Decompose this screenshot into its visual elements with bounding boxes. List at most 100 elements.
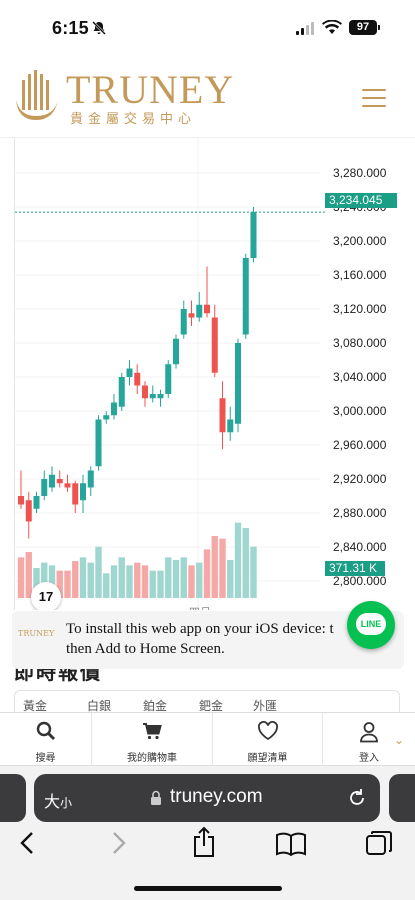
install-banner[interactable]: TRUNEY To install this web app on your i… [12, 611, 404, 669]
battery-icon: 97 [349, 20, 380, 35]
nav-cart[interactable]: 我的購物車 [92, 713, 213, 767]
candle-body [33, 496, 40, 509]
install-message: To install this web app on your iOS devi… [66, 619, 396, 659]
volume-bar [48, 565, 56, 598]
home-indicator [134, 886, 282, 891]
nav-search[interactable]: 搜尋 [0, 713, 92, 767]
volume-bar [56, 570, 63, 598]
install-message-line1: To install this web app on your iOS devi… [66, 621, 334, 637]
hamburger-icon-bar [362, 105, 386, 107]
address-bar[interactable]: 大小 truney.com [34, 774, 380, 822]
nav-login-label: 登入 [359, 753, 379, 764]
safari-toolbar: 大小 truney.com [0, 766, 415, 900]
volume-bar [141, 565, 149, 598]
volume-bar [110, 565, 118, 598]
y-tick-label: 3,280.000 [333, 166, 387, 180]
volume-bar [203, 549, 211, 598]
nav-wishlist-label: 願望清單 [247, 753, 288, 764]
tab-silver[interactable]: 白銀 [87, 699, 112, 713]
tab-forex[interactable]: 外匯 [253, 699, 278, 713]
back-icon[interactable] [18, 830, 38, 856]
volume-bar [219, 538, 226, 598]
candlestick-chart-svg [15, 138, 325, 610]
candle-body [180, 309, 187, 335]
text-size-button[interactable]: 大小 [44, 788, 72, 812]
volume-bar [25, 552, 32, 598]
y-tick-label: 3,080.000 [333, 336, 387, 350]
volume-bar [118, 557, 125, 598]
candle-body [227, 419, 234, 433]
app-icon-text: TRUNEY [18, 629, 55, 638]
candle-body [165, 364, 172, 394]
brand-name: TRUNEY [66, 67, 235, 112]
candle-body [250, 212, 257, 258]
cart-icon [143, 723, 162, 740]
bookmarks-icon[interactable] [275, 832, 307, 856]
candle-body [87, 470, 94, 488]
candle-body [188, 313, 195, 318]
candle-body [211, 317, 218, 373]
nav-login[interactable]: 登入 [323, 713, 415, 767]
volume-bar [188, 565, 195, 598]
candle-body [18, 496, 24, 505]
volume-bar [165, 557, 172, 598]
candle-body [235, 343, 241, 424]
chevron-down-icon[interactable]: ⌄ [394, 733, 405, 747]
volume-bar [172, 560, 180, 598]
line-icon: LINE [356, 613, 386, 635]
tab-palladium[interactable]: 鈀金 [199, 699, 224, 713]
volume-bar [33, 568, 40, 598]
volume-bar [134, 562, 141, 598]
volume-bar [103, 573, 110, 598]
tabs-icon[interactable] [365, 830, 393, 858]
status-time: 6:15 [52, 18, 89, 38]
tab-gold[interactable]: 黃金 [23, 699, 48, 713]
y-tick-label: 3,040.000 [333, 370, 387, 384]
volume-bar [72, 561, 79, 598]
hamburger-icon-bar [362, 97, 386, 99]
volume-tag: 371.31 K [325, 561, 385, 576]
candle-body [142, 385, 148, 399]
volume-bar [126, 565, 133, 598]
logo-mark-icon [16, 70, 58, 120]
wifi-icon [322, 20, 342, 34]
candle-body [56, 479, 63, 484]
candle-body [204, 304, 210, 314]
volume-bar [87, 562, 94, 598]
last-price-tag: 3,234.045 [325, 193, 397, 208]
reload-icon[interactable] [346, 787, 368, 809]
volume-bar [250, 546, 257, 598]
candle-body [95, 419, 102, 467]
forward-icon[interactable] [108, 830, 128, 856]
volume-bar [41, 562, 48, 598]
lock-icon [151, 790, 161, 805]
next-tab-peek[interactable] [389, 774, 415, 822]
y-tick-label: 3,160.000 [333, 268, 387, 282]
tradingview-logo-icon[interactable]: 17 [31, 582, 61, 610]
heart-icon [257, 721, 278, 741]
text-size-large: 大 [44, 794, 61, 811]
line-chat-button[interactable]: LINE [347, 601, 395, 649]
y-tick-label: 2,840.000 [333, 540, 387, 554]
hamburger-menu-button[interactable] [362, 89, 386, 107]
status-bar: 6:15 97 [0, 0, 415, 56]
volume-bar [211, 536, 218, 598]
truney-logo[interactable]: TRUNEY 貴金屬交易中心 [14, 70, 233, 127]
candle-body [25, 500, 32, 522]
candle-body [111, 402, 117, 416]
volume-bar [17, 557, 25, 598]
cellular-signal-icon [296, 22, 314, 35]
hamburger-icon [362, 89, 386, 91]
share-icon[interactable] [191, 826, 217, 858]
url-text: truney.com [170, 786, 263, 807]
tab-platinum[interactable]: 鉑金 [143, 699, 168, 713]
volume-bar [196, 562, 203, 598]
nav-wishlist[interactable]: 願望清單 [213, 713, 323, 767]
candle-body [72, 483, 79, 505]
previous-tab-peek[interactable] [0, 774, 26, 822]
volume-bar [79, 557, 87, 598]
price-chart[interactable]: 3,280.0003,240.0003,200.0003,160.0003,12… [14, 138, 414, 610]
candle-body [49, 474, 55, 488]
y-tick-label: 3,000.000 [333, 404, 387, 418]
search-icon [36, 721, 55, 741]
